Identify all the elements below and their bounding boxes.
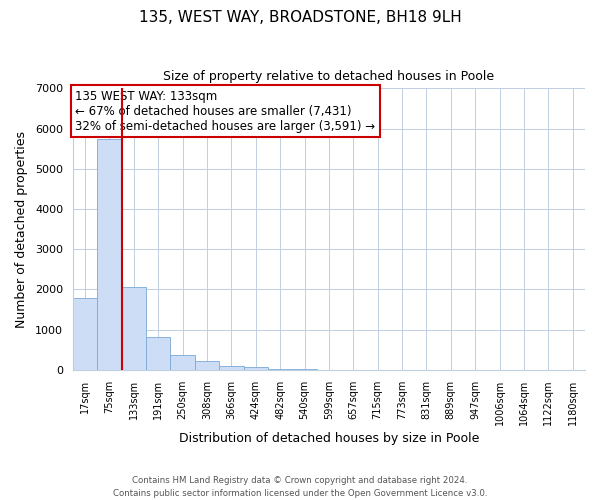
Bar: [73, 298, 97, 370]
X-axis label: Distribution of detached houses by size in Poole: Distribution of detached houses by size …: [179, 432, 479, 445]
Bar: [219, 366, 244, 370]
Text: 135 WEST WAY: 133sqm
← 67% of detached houses are smaller (7,431)
32% of semi-de: 135 WEST WAY: 133sqm ← 67% of detached h…: [76, 90, 376, 132]
Bar: [244, 366, 268, 370]
Text: 135, WEST WAY, BROADSTONE, BH18 9LH: 135, WEST WAY, BROADSTONE, BH18 9LH: [139, 10, 461, 25]
Title: Size of property relative to detached houses in Poole: Size of property relative to detached ho…: [163, 70, 494, 83]
Bar: [195, 360, 219, 370]
Bar: [268, 368, 292, 370]
Bar: [146, 338, 170, 370]
Bar: [97, 138, 122, 370]
Bar: [170, 355, 195, 370]
Y-axis label: Number of detached properties: Number of detached properties: [15, 130, 28, 328]
Text: Contains HM Land Registry data © Crown copyright and database right 2024.
Contai: Contains HM Land Registry data © Crown c…: [113, 476, 487, 498]
Bar: [122, 287, 146, 370]
Bar: [292, 369, 317, 370]
